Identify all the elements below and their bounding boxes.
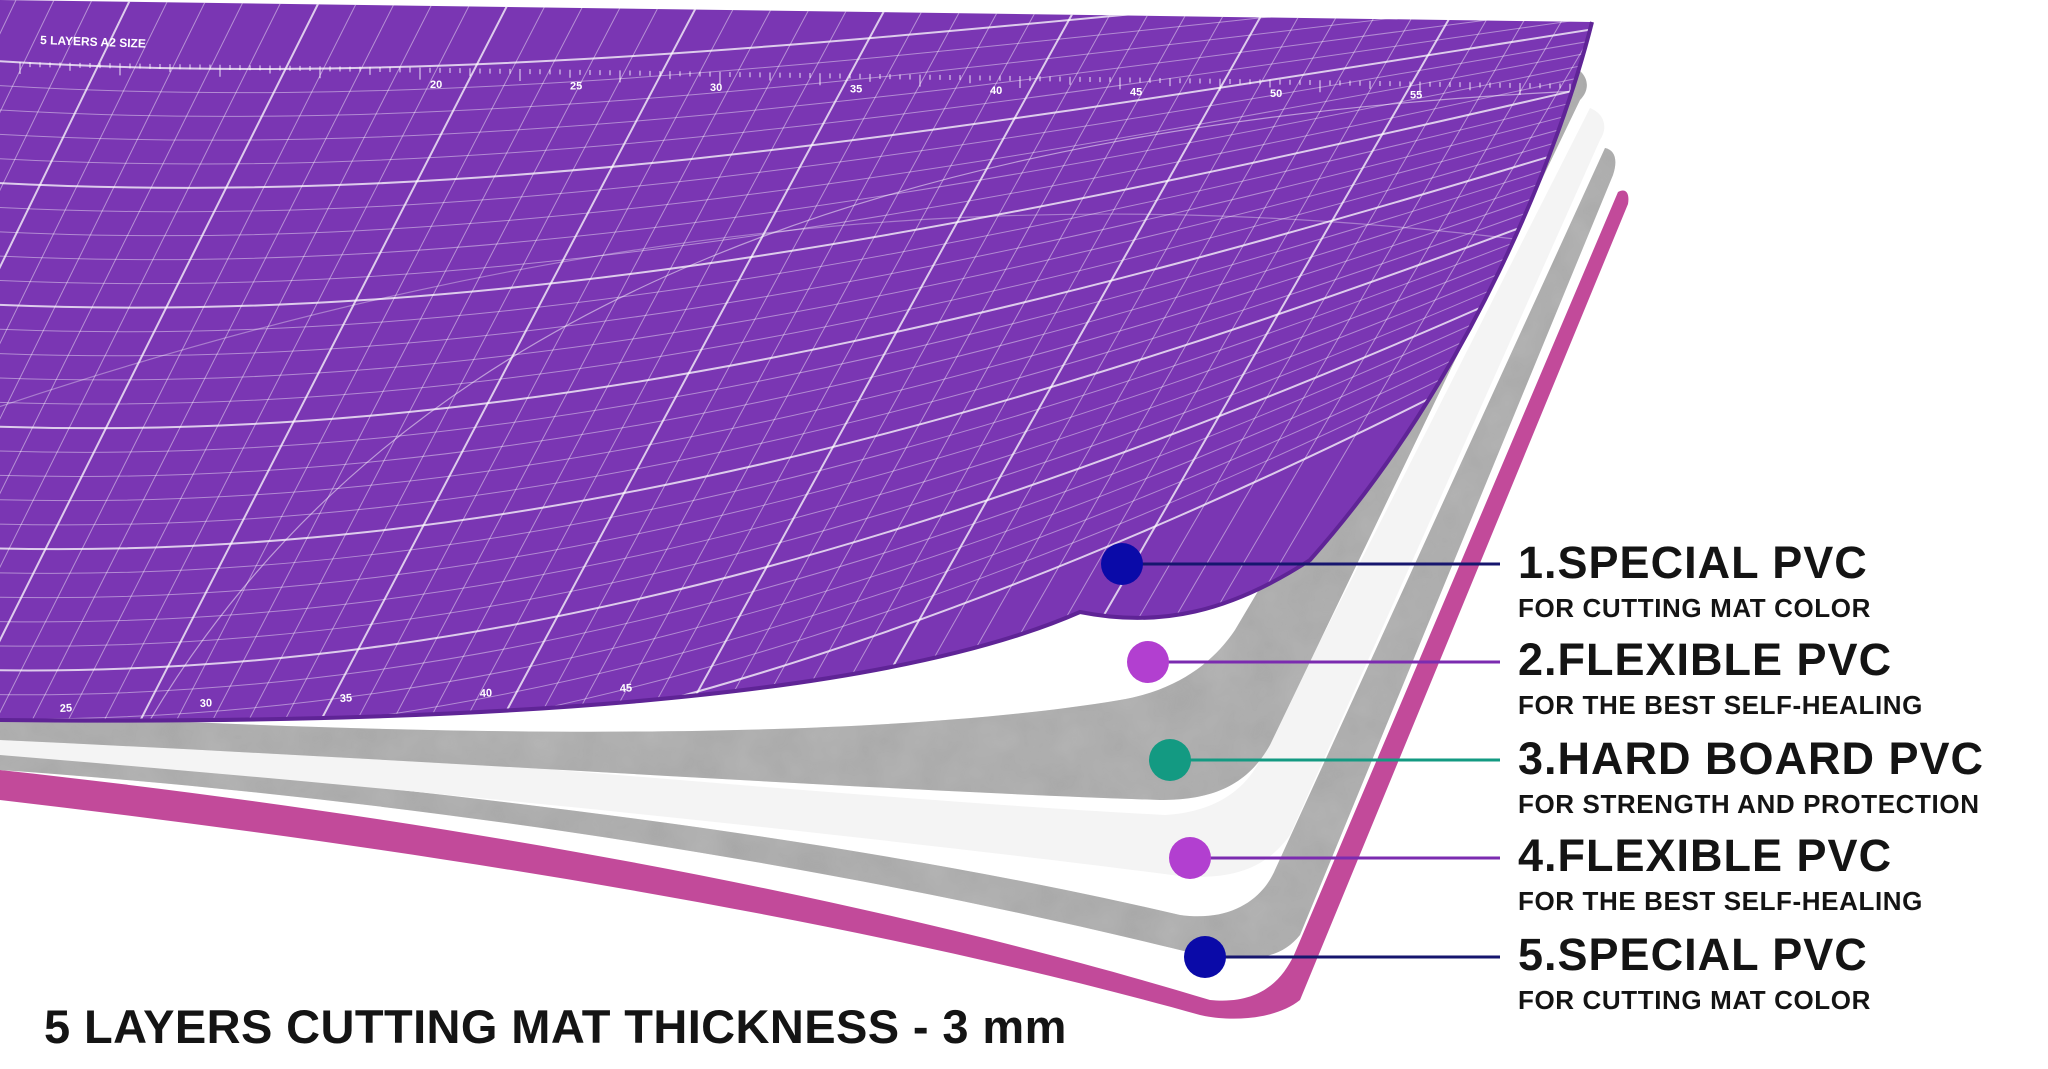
layer-2-label: 2.FLEXIBLE PVC FOR THE BEST SELF-HEALING xyxy=(1518,637,1923,718)
mat-scale-labels: 20 25 30 35 40 45 50 55 xyxy=(430,79,1422,102)
layer-dot xyxy=(1169,837,1211,879)
layer-4-subtitle: FOR THE BEST SELF-HEALING xyxy=(1518,886,1923,916)
mat-scale-label: 25 xyxy=(570,81,582,93)
thickness-caption: 5 LAYERS CUTTING MAT THICKNESS - 3 mm xyxy=(44,1000,1067,1053)
mat-scale-label: 40 xyxy=(990,85,1002,97)
layer-4-title: 4.FLEXIBLE PVC xyxy=(1518,830,1893,881)
mat-scale-label: 35 xyxy=(850,84,862,96)
layer-3-title: 3.HARD BOARD PVC xyxy=(1518,733,1985,784)
layer-connectors xyxy=(1101,543,1500,978)
layer-5-title: 5.SPECIAL PVC xyxy=(1518,929,1868,980)
layer-dot xyxy=(1149,739,1191,781)
layer-3-subtitle: FOR STRENGTH AND PROTECTION xyxy=(1518,789,1980,819)
mat-scale-label: 55 xyxy=(1410,90,1422,102)
mat-size-text: 5 LAYERS A2 SIZE xyxy=(40,33,146,51)
layer-4-label: 4.FLEXIBLE PVC FOR THE BEST SELF-HEALING xyxy=(1518,833,1923,914)
layer-dot xyxy=(1101,543,1143,585)
mat-bottom-label: 35 xyxy=(340,692,353,705)
mat-scale-label: 20 xyxy=(430,79,442,91)
layer-3-label: 3.HARD BOARD PVC FOR STRENGTH AND PROTEC… xyxy=(1518,736,1984,817)
mat-grid-lines xyxy=(0,0,1620,792)
layer-1-top-pvc xyxy=(0,0,1592,721)
layer-dot xyxy=(1127,641,1169,683)
mat-bottom-label: 45 xyxy=(620,682,633,695)
layer-1-label: 1.SPECIAL PVC FOR CUTTING MAT COLOR xyxy=(1518,540,1871,621)
layer-2-subtitle: FOR THE BEST SELF-HEALING xyxy=(1518,690,1923,720)
mat-scale-label: 45 xyxy=(1130,87,1142,99)
mat-scale-label: 50 xyxy=(1270,88,1282,100)
mat-bottom-label: 25 xyxy=(60,702,73,715)
mat-bottom-labels: 25 30 35 40 45 xyxy=(60,682,633,715)
layer-1-subtitle: FOR CUTTING MAT COLOR xyxy=(1518,593,1871,623)
layer-dot xyxy=(1184,936,1226,978)
layer-1-title: 1.SPECIAL PVC xyxy=(1518,537,1868,588)
layer-5-label: 5.SPECIAL PVC FOR CUTTING MAT COLOR xyxy=(1518,932,1871,1013)
mat-bottom-label: 30 xyxy=(200,697,213,710)
mat-bottom-label: 40 xyxy=(480,687,493,700)
layer-2-title: 2.FLEXIBLE PVC xyxy=(1518,634,1893,685)
layer-5-subtitle: FOR CUTTING MAT COLOR xyxy=(1518,985,1871,1015)
mat-scale-label: 30 xyxy=(710,82,722,94)
